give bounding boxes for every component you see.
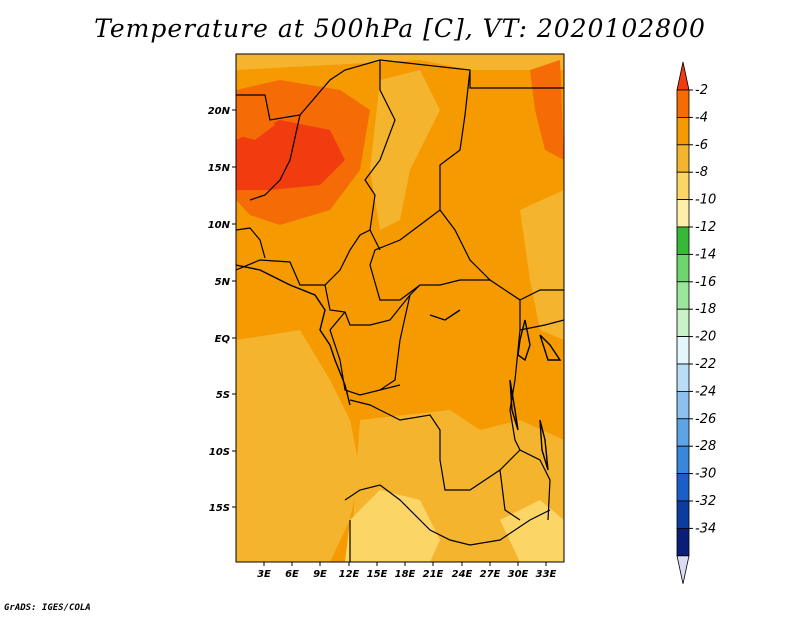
lat-tick-label: 5N [215, 277, 231, 288]
colorbar-label: -12 [695, 220, 716, 235]
colorbar-swatch [676, 308, 690, 338]
colorbar-label: -24 [695, 384, 716, 399]
lon-tick-label: 9E [313, 569, 327, 580]
colorbar-label: -14 [695, 247, 716, 262]
colorbar-label: -18 [695, 302, 716, 317]
colorbar-top-arrow [676, 61, 690, 91]
colorbar-swatch [676, 144, 690, 173]
colorbar-label: -16 [695, 275, 716, 290]
colorbar-swatch [676, 171, 690, 200]
colorbar-label: -28 [695, 439, 716, 454]
temp-region-minus6-east [520, 190, 564, 340]
lon-tick-label: 24E [452, 569, 473, 580]
colorbar-label: -10 [695, 193, 716, 208]
colorbar-label: -26 [695, 412, 716, 427]
colorbar-swatch [676, 89, 690, 118]
colorbar-swatch [676, 336, 690, 365]
lat-tick-label: 15N [208, 163, 231, 174]
colorbar-swatch [676, 390, 690, 420]
colorbar-label: -2 [695, 83, 708, 98]
colorbar-swatch [676, 473, 690, 502]
colorbar-label: -34 [695, 521, 716, 536]
lat-tick-label: 20N [208, 106, 231, 117]
colorbar-label: -32 [695, 494, 716, 509]
colorbar-swatch [676, 281, 690, 310]
colorbar-label: -8 [695, 165, 708, 180]
lat-tick-label: 10N [208, 220, 231, 231]
temp-region-minus4-west [236, 100, 275, 140]
colorbar-label: -20 [695, 330, 716, 345]
coastline-and-lakes [236, 264, 562, 471]
lon-tick-label: 18E [395, 569, 416, 580]
lon-tick-label: 15E [367, 569, 388, 580]
lon-tick-label: 12E [339, 569, 360, 580]
lon-tick-label: 6E [285, 569, 299, 580]
colorbar-label: -4 [695, 110, 708, 125]
country-borders [236, 59, 564, 562]
colorbar-swatch [676, 199, 690, 228]
colorbar-swatch [676, 528, 690, 557]
lon-axis: 3E 6E 9E 12E 15E 18E 21E 24E 27E 30E 33E [257, 562, 557, 580]
colorbar-swatch [676, 445, 690, 475]
lat-tick-label: EQ [215, 334, 231, 345]
map-frame [235, 53, 565, 563]
temp-region-minus4-northeast [530, 60, 564, 160]
lon-tick-label: 30E [508, 569, 529, 580]
colorbar-swatch [676, 117, 690, 146]
colorbar: -2 -4 -6 -8 -10 -12 -14 -16 -18 -20 -22 -24 -26 -28 -3… [676, 61, 716, 584]
lon-tick-label: 21E [423, 569, 444, 580]
lat-tick-label: 15S [209, 503, 230, 514]
lat-axis: 20N 15N 10N 5N EQ 5S 10S 15S [208, 106, 236, 514]
temp-region-minus6-top [236, 54, 564, 70]
lat-tick-label: 10S [209, 447, 230, 458]
colorbar-swatch [676, 253, 690, 283]
colorbar-swatch [676, 418, 690, 447]
map-panel [235, 53, 565, 563]
temp-region-minus6-north [370, 70, 440, 230]
colorbar-swatch [676, 500, 690, 529]
temp-region-minus6-west [236, 330, 360, 562]
colorbar-label: -22 [695, 357, 716, 372]
lon-tick-label: 3E [257, 569, 271, 580]
map-title: Temperature at 500hPa [C], VT: 202010280… [94, 14, 706, 43]
lat-tick-label: 5S [216, 390, 230, 401]
lon-tick-label: 27E [480, 569, 501, 580]
lon-tick-label: 33E [536, 569, 557, 580]
colorbar-swatch [676, 226, 690, 255]
grads-credit: GrADS: IGES/COLA [4, 603, 91, 613]
colorbar-label: -6 [695, 138, 708, 153]
colorbar-label: -30 [695, 467, 716, 482]
colorbar-swatch [676, 363, 690, 392]
temp-region-minus8-south [345, 490, 440, 562]
colorbar-bottom-arrow [676, 555, 690, 584]
